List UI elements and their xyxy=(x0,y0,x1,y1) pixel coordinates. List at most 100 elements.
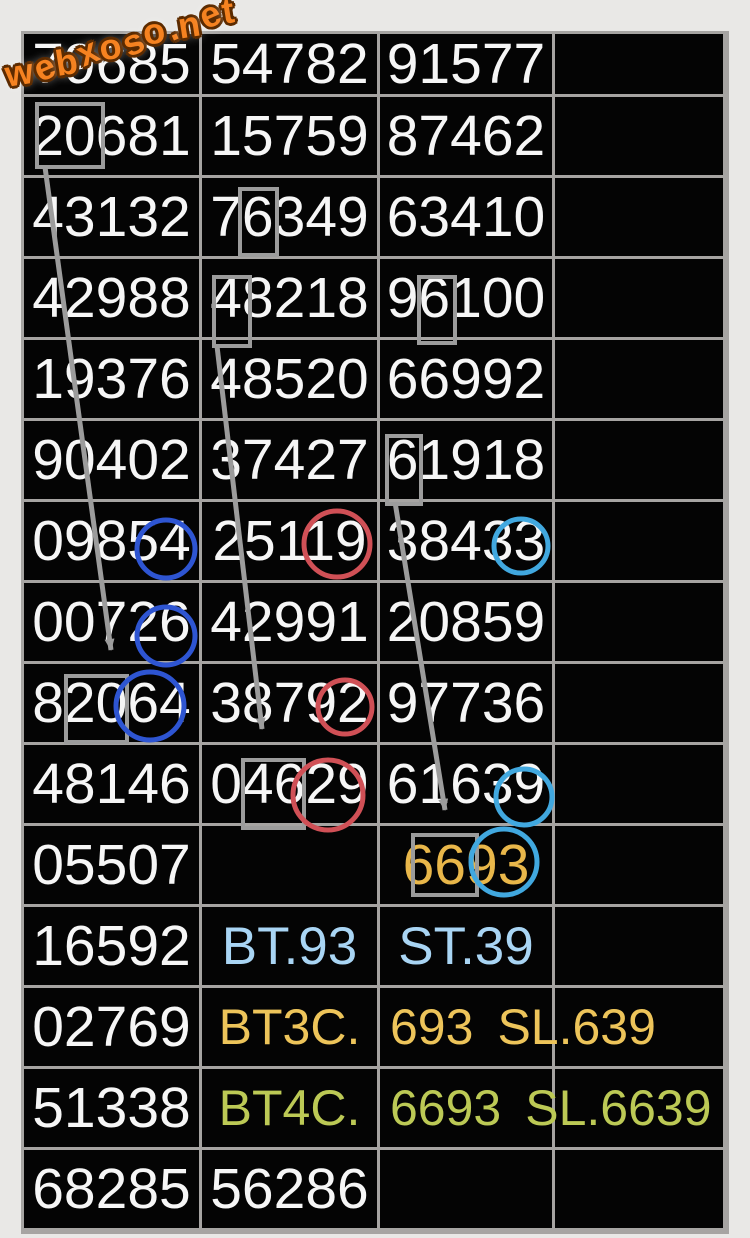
cell-text: 48146 xyxy=(32,751,191,816)
table-cell-r7c4 xyxy=(555,502,723,580)
cell-text: 48520 xyxy=(210,346,369,411)
cell-text: 37427 xyxy=(210,427,369,492)
cell-text: 04629 xyxy=(210,751,369,816)
cell-text: 51338 xyxy=(32,1075,191,1140)
table-cell-r12c1: 16592 xyxy=(24,907,199,985)
table-cell-r4c3: 96100 xyxy=(380,259,552,337)
cell-text: 82064 xyxy=(32,670,191,735)
table-cell-r2c2: 15759 xyxy=(202,97,377,175)
table-cell-r14c1: 51338 xyxy=(24,1069,199,1147)
table-cell-r3c3: 63410 xyxy=(380,178,552,256)
table-cell-r6c1: 90402 xyxy=(24,421,199,499)
cell-text: 25119 xyxy=(212,508,367,573)
cell-text: 05507 xyxy=(32,832,191,897)
table-cell-r8c1: 00726 xyxy=(24,583,199,661)
cell-text: 6693 xyxy=(390,1080,502,1136)
table-cell-r1c1: 79685 xyxy=(24,34,199,94)
cell-text: 15759 xyxy=(210,103,369,168)
table-cell-r2c1: 20681 xyxy=(24,97,199,175)
cell-text: BT.93 xyxy=(221,916,358,976)
table-cell-r3c2: 76349 xyxy=(202,178,377,256)
table-cell-r14c3: 6693 SL.6639 xyxy=(380,1069,712,1147)
cell-text: 61918 xyxy=(386,427,546,492)
numbers-table: 79685 54782 91577 20681 15759 87462 43132 76349… xyxy=(21,31,729,1234)
table-cell-r12c4 xyxy=(555,907,723,985)
table-cell-r13c2: BT3C. xyxy=(202,988,377,1066)
table-cell-r11c1: 05507 xyxy=(24,826,199,904)
table-cell-r14c4 xyxy=(555,1069,723,1147)
cell-text: BT3C. xyxy=(218,999,361,1055)
cell-text: 96100 xyxy=(386,265,546,330)
cell-text: 56286 xyxy=(210,1156,369,1221)
cell-text: 61639 xyxy=(386,751,546,816)
table-cell-r2c3: 87462 xyxy=(380,97,552,175)
table-cell-r10c3: 61639 xyxy=(380,745,552,823)
table-cell-r2c4 xyxy=(555,97,723,175)
table-cell-r5c2: 48520 xyxy=(202,340,377,418)
cell-text-secondary: SL.6639 xyxy=(525,1080,712,1136)
table-cell-r15c1: 68285 xyxy=(24,1150,199,1228)
cell-text: 19376 xyxy=(32,346,191,411)
cell-text: 693 xyxy=(390,999,474,1055)
cell-text: BT4C. xyxy=(218,1080,361,1136)
table-cell-r3c1: 43132 xyxy=(24,178,199,256)
table-cell-r1c2: 54782 xyxy=(202,34,377,94)
table-cell-r9c2: 38792 xyxy=(202,664,377,742)
table-cell-r4c1: 42988 xyxy=(24,259,199,337)
cell-text: 00726 xyxy=(32,589,191,654)
cell-text: 79685 xyxy=(32,31,191,96)
table-cell-r6c3: 61918 xyxy=(380,421,552,499)
cell-text: 76349 xyxy=(210,184,369,249)
cell-text: 38792 xyxy=(210,670,369,735)
table-cell-r11c4 xyxy=(555,826,723,904)
cell-text: 20859 xyxy=(386,589,546,654)
table-cell-r7c2: 25119 xyxy=(202,502,377,580)
table-cell-r10c4 xyxy=(555,745,723,823)
cell-text: 6693 xyxy=(402,832,530,897)
table-cell-r8c2: 42991 xyxy=(202,583,377,661)
cell-text: 63410 xyxy=(386,184,546,249)
cell-text: 09854 xyxy=(32,508,191,573)
table-cell-r10c2: 04629 xyxy=(202,745,377,823)
cell-text: 87462 xyxy=(386,103,546,168)
table-cell-r8c3: 20859 xyxy=(380,583,552,661)
table-cell-r4c4 xyxy=(555,259,723,337)
table-cell-r1c4 xyxy=(555,34,723,94)
cell-text: 66992 xyxy=(386,346,546,411)
table-cell-r9c4 xyxy=(555,664,723,742)
table-cell-r1c3: 91577 xyxy=(380,34,552,94)
table-cell-r5c3: 66992 xyxy=(380,340,552,418)
cell-text: 97736 xyxy=(386,670,546,735)
cell-text: 43132 xyxy=(32,184,191,249)
table-cell-r7c3: 38433 xyxy=(380,502,552,580)
table-cell-r9c3: 97736 xyxy=(380,664,552,742)
table-cell-r13c3: 693 SL.639 xyxy=(380,988,656,1066)
cell-text: 42991 xyxy=(210,589,369,654)
cell-text: ST.39 xyxy=(398,916,534,976)
table-cell-r10c1: 48146 xyxy=(24,745,199,823)
table-cell-r15c3 xyxy=(380,1150,552,1228)
table-cell-r15c2: 56286 xyxy=(202,1150,377,1228)
table-cell-r13c4 xyxy=(555,988,723,1066)
cell-text-secondary: SL.639 xyxy=(497,999,656,1055)
table-cell-r11c2 xyxy=(202,826,377,904)
cell-text: 91577 xyxy=(386,31,546,96)
table-cell-r12c3: ST.39 xyxy=(380,907,552,985)
table-cell-r15c4 xyxy=(555,1150,723,1228)
cell-text: 38433 xyxy=(386,508,546,573)
cell-text: 48218 xyxy=(210,265,369,330)
cell-text: 02769 xyxy=(32,994,191,1059)
table-cell-r5c4 xyxy=(555,340,723,418)
table-cell-r11c3: 6693 xyxy=(380,826,552,904)
cell-text: 68285 xyxy=(32,1156,191,1221)
table-cell-r6c4 xyxy=(555,421,723,499)
cell-text: 20681 xyxy=(32,103,191,168)
cell-text: 54782 xyxy=(210,31,369,96)
table-cell-r3c4 xyxy=(555,178,723,256)
table-cell-r14c2: BT4C. xyxy=(202,1069,377,1147)
cell-text: 16592 xyxy=(32,913,191,978)
table-cell-r5c1: 19376 xyxy=(24,340,199,418)
table-cell-r12c2: BT.93 xyxy=(202,907,377,985)
table-cell-r7c1: 09854 xyxy=(24,502,199,580)
cell-text: 42988 xyxy=(32,265,191,330)
